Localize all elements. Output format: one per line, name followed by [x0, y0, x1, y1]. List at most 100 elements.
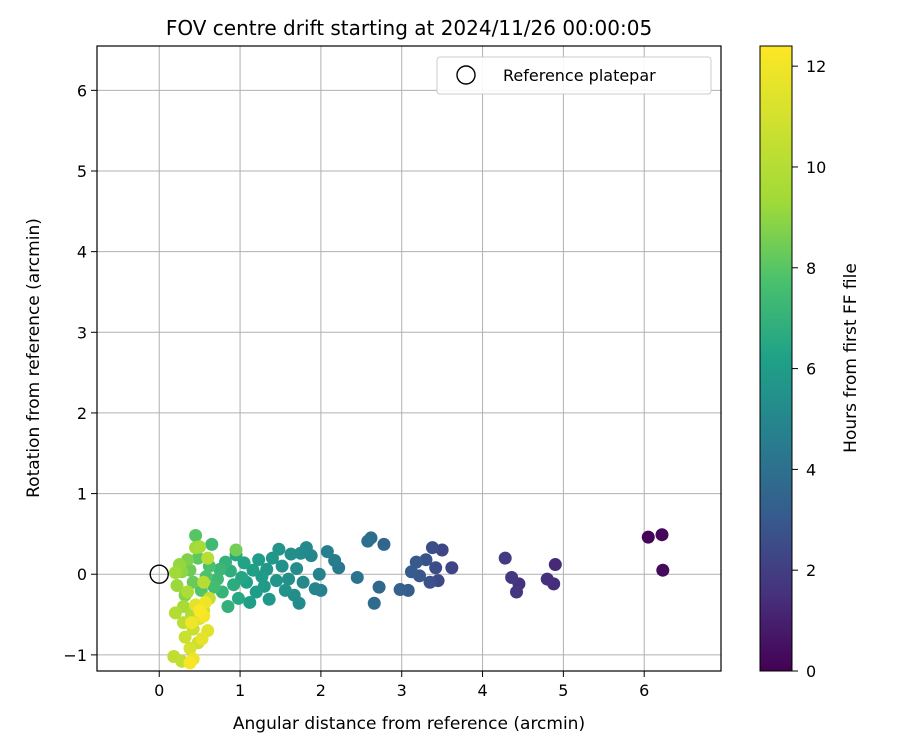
colorbar-tick-label: 0	[806, 662, 816, 681]
data-point	[419, 553, 433, 567]
data-point	[350, 570, 364, 584]
data-point	[193, 540, 207, 554]
x-axis-label: Angular distance from reference (arcmin)	[233, 714, 585, 734]
data-point	[178, 630, 192, 644]
data-point	[393, 583, 407, 597]
y-tick-label: 0	[77, 565, 87, 584]
data-point	[290, 562, 304, 576]
plot-frame	[96, 45, 722, 672]
data-point	[265, 551, 279, 565]
data-point	[246, 563, 260, 577]
data-point	[243, 595, 257, 609]
data-point	[262, 592, 276, 606]
data-point	[641, 530, 655, 544]
data-point	[505, 570, 519, 584]
legend-marker-icon	[456, 65, 476, 85]
x-tick-label: 1	[235, 681, 245, 700]
data-point	[423, 575, 437, 589]
colorbar-gradient	[759, 45, 793, 672]
y-tick-label: −1	[63, 646, 87, 665]
data-point	[207, 580, 221, 594]
y-tick-label: 2	[77, 404, 87, 423]
data-point	[269, 574, 283, 588]
data-point	[409, 555, 423, 569]
data-point	[372, 580, 386, 594]
x-tick-label: 3	[397, 681, 407, 700]
data-point	[284, 547, 298, 561]
data-point	[361, 534, 375, 548]
data-point	[205, 537, 219, 551]
data-point	[655, 528, 669, 542]
data-point	[185, 616, 199, 630]
data-point	[656, 563, 670, 577]
data-point	[189, 529, 203, 543]
x-axis-ticks: 0 1 2 3 4 5 6	[154, 671, 649, 700]
data-point	[183, 656, 197, 670]
data-point	[237, 556, 251, 570]
grid-lines	[97, 46, 721, 671]
x-tick-label: 6	[639, 681, 649, 700]
data-point	[227, 578, 241, 592]
data-point	[231, 591, 245, 605]
data-point	[195, 632, 209, 646]
colorbar-tick-label: 2	[806, 561, 816, 580]
chart-title: FOV centre drift starting at 2024/11/26 …	[166, 16, 652, 40]
data-point	[249, 585, 263, 599]
colorbar-tick-label: 8	[806, 259, 816, 278]
y-tick-label: 3	[77, 323, 87, 342]
data-point	[168, 566, 182, 580]
legend-label: Reference platepar	[503, 66, 656, 85]
data-point	[229, 543, 243, 557]
reference-point	[149, 564, 169, 584]
data-point	[252, 553, 266, 567]
data-point	[498, 551, 512, 565]
colorbar-tick-label: 10	[806, 158, 826, 177]
y-tick-label: 1	[77, 485, 87, 504]
legend: Reference platepar	[436, 56, 712, 95]
data-point	[312, 567, 326, 581]
x-tick-label: 0	[154, 681, 164, 700]
data-point	[191, 551, 205, 565]
data-point	[278, 583, 292, 597]
data-point	[548, 558, 562, 572]
data-point	[435, 543, 449, 557]
legend-box	[436, 56, 712, 95]
data-point	[221, 599, 235, 613]
colorbar-tick-label: 6	[806, 360, 816, 379]
data-point	[308, 582, 322, 596]
data-point	[294, 546, 308, 560]
y-axis-ticks: −1 0 1 2 3 4 5 6	[63, 81, 97, 665]
x-tick-label: 2	[316, 681, 326, 700]
data-point	[540, 572, 554, 586]
colorbar-label: Hours from first FF file	[841, 263, 861, 453]
data-point	[186, 575, 200, 589]
y-tick-label: 5	[77, 162, 87, 181]
data-point	[282, 572, 296, 586]
data-point	[183, 641, 197, 655]
data-point	[201, 551, 215, 565]
data-points	[167, 528, 670, 670]
data-point	[429, 561, 443, 575]
y-tick-label: 6	[77, 81, 87, 100]
data-point	[193, 604, 207, 618]
y-axis-label: Rotation from reference (arcmin)	[24, 218, 44, 498]
data-point	[181, 585, 195, 599]
data-point	[296, 575, 310, 589]
data-point	[275, 559, 289, 573]
data-point	[320, 545, 334, 559]
data-point	[197, 575, 211, 589]
x-tick-label: 5	[558, 681, 568, 700]
data-point	[445, 561, 459, 575]
y-tick-label: 4	[77, 243, 87, 262]
data-point	[404, 565, 418, 579]
colorbar-tick-label: 12	[806, 57, 826, 76]
data-point	[328, 554, 342, 568]
colorbar-tick-label: 4	[806, 460, 816, 479]
colorbar-ticks: 0 2 4 6 8 10 12	[792, 57, 826, 681]
data-point	[170, 579, 184, 593]
data-point	[425, 541, 439, 555]
data-point	[367, 596, 381, 610]
colorbar: 0 2 4 6 8 10 12 Hours from first FF file	[759, 45, 861, 681]
data-point	[168, 606, 182, 620]
